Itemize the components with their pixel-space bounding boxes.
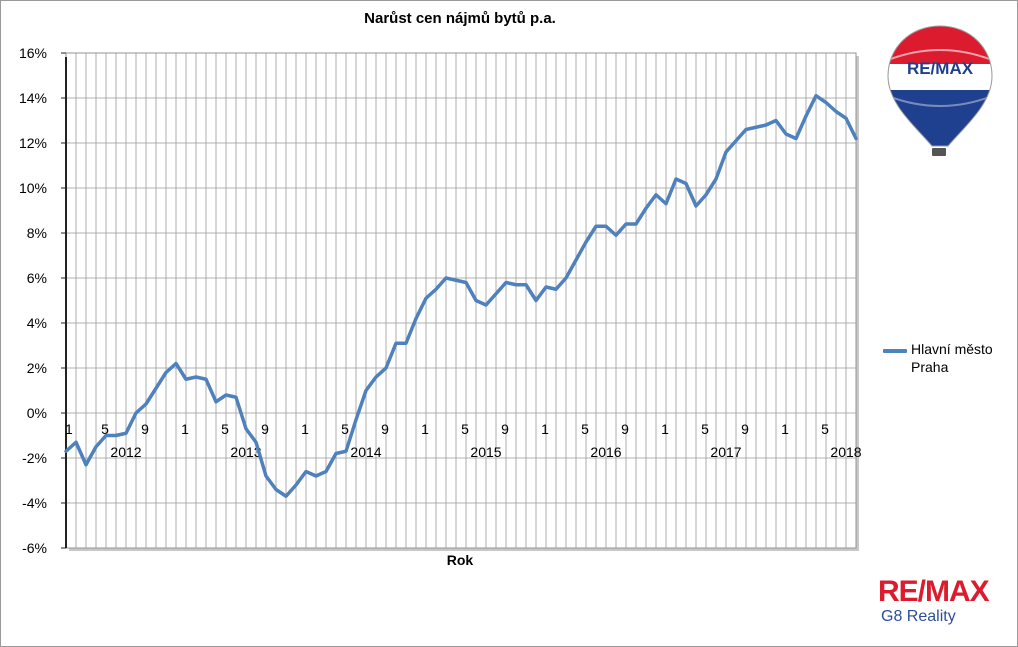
x-year-tick-label: 2015 xyxy=(470,444,501,460)
x-month-tick-label: 1 xyxy=(421,421,429,437)
y-tick-label: 6% xyxy=(27,270,47,286)
chart-title: Narůst cen nájmů bytů p.a. xyxy=(364,10,556,27)
x-year-tick-label: 2018 xyxy=(830,444,861,460)
x-month-tick-label: 1 xyxy=(781,421,789,437)
x-month-tick-label: 9 xyxy=(741,421,749,437)
brand-name: RE/MAX xyxy=(878,575,990,608)
y-tick-label: 8% xyxy=(27,225,47,241)
x-axis-label: Rok xyxy=(446,552,474,568)
y-axis-ticks: -6% -4% -2% 0% 2% 4% 6% 8% 10% 12% 14% 16% xyxy=(19,45,66,556)
x-month-tick-label: 9 xyxy=(621,421,629,437)
y-tick-label: 0% xyxy=(27,405,47,421)
grid-lines xyxy=(65,52,857,549)
x-month-tick-label: 9 xyxy=(141,421,149,437)
x-year-tick-label: 2016 xyxy=(590,444,621,460)
x-month-tick-label: 5 xyxy=(581,421,589,437)
y-tick-label: 10% xyxy=(19,180,47,196)
x-year-tick-label: 2017 xyxy=(710,444,741,460)
x-month-tick-label: 1 xyxy=(541,421,549,437)
x-month-tick-label: 9 xyxy=(501,421,509,437)
legend-label: Hlavní město Praha xyxy=(911,341,993,375)
y-tick-label: 16% xyxy=(19,45,47,61)
x-month-tick-label: 5 xyxy=(101,421,109,437)
brand-subtitle: G8 Reality xyxy=(881,608,956,625)
plot-area xyxy=(65,52,859,551)
x-month-tick-label: 5 xyxy=(821,421,829,437)
x-month-tick-label: 9 xyxy=(261,421,269,437)
x-month-tick-label: 5 xyxy=(461,421,469,437)
y-tick-label: -6% xyxy=(22,540,47,556)
x-month-tick-label: 5 xyxy=(341,421,349,437)
x-month-tick-label: 5 xyxy=(221,421,229,437)
series-layer xyxy=(64,94,858,498)
y-tick-label: 14% xyxy=(19,90,47,106)
y-tick-label: 12% xyxy=(19,135,47,151)
legend-swatch xyxy=(883,349,907,353)
x-year-tick-label: 2012 xyxy=(110,444,141,460)
x-month-tick-label: 1 xyxy=(181,421,189,437)
x-year-tick-label: 2014 xyxy=(350,444,381,460)
series-line-hlavni-mesto-praha xyxy=(64,94,858,498)
x-month-tick-label: 1 xyxy=(661,421,669,437)
y-tick-label: 4% xyxy=(27,315,47,331)
x-year-tick-label: 2013 xyxy=(230,444,261,460)
remax-balloon-logo: RE/MAX xyxy=(887,25,993,156)
x-month-tick-label: 9 xyxy=(381,421,389,437)
x-month-tick-label: 1 xyxy=(301,421,309,437)
plot-background xyxy=(65,52,857,549)
y-tick-label: -4% xyxy=(22,495,47,511)
y-tick-label: -2% xyxy=(22,450,47,466)
x-month-tick-label: 1 xyxy=(65,421,73,437)
brand-block: RE/MAX G8 Reality xyxy=(878,576,1008,626)
y-tick-label: 2% xyxy=(27,360,47,376)
balloon-logo-text: RE/MAX xyxy=(907,59,974,78)
x-month-tick-label: 5 xyxy=(701,421,709,437)
